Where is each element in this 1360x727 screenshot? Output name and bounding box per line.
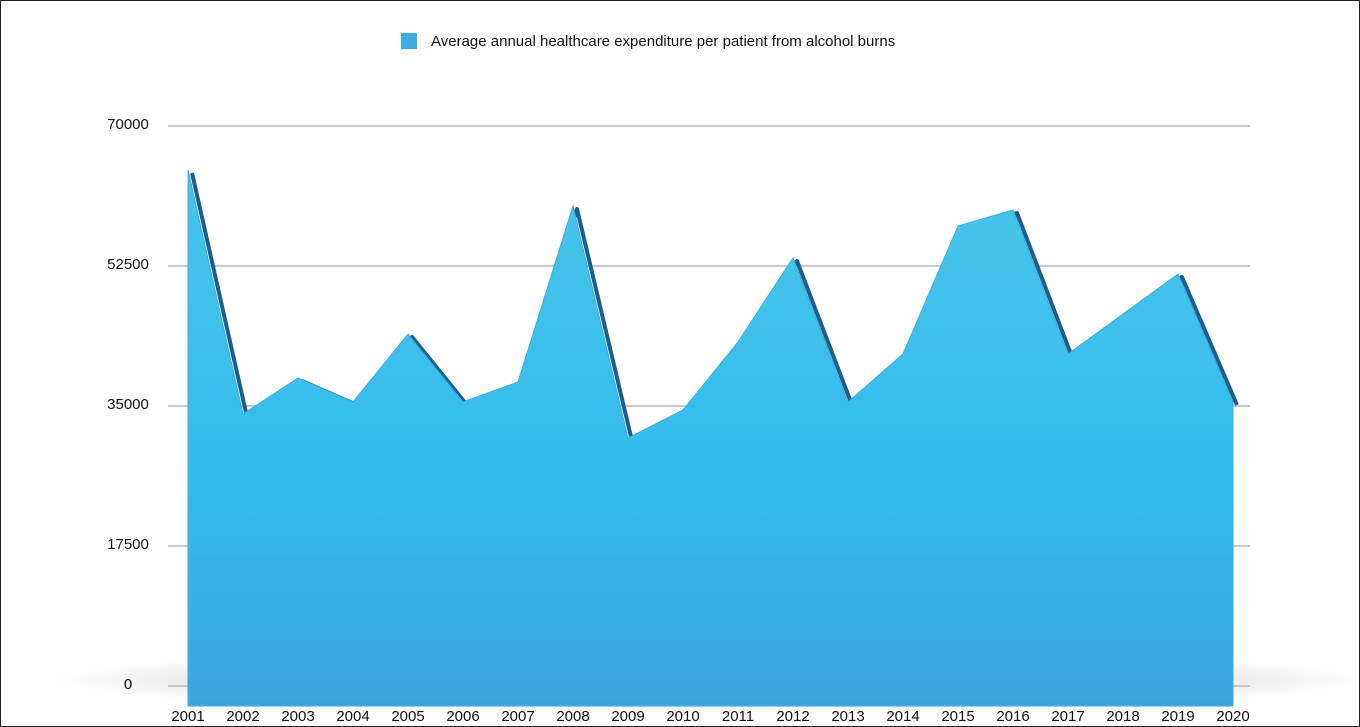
x-tick-label: 2016 — [996, 708, 1029, 725]
x-tick-label: 2001 — [171, 708, 204, 725]
x-tick-label: 2013 — [831, 708, 864, 725]
x-tick-label: 2019 — [1161, 708, 1194, 725]
x-tick-label: 2008 — [556, 708, 589, 725]
legend: Average annual healthcare expenditure pe… — [401, 33, 895, 50]
legend-swatch — [401, 33, 417, 49]
x-tick-label: 2012 — [776, 708, 809, 725]
x-tick-label: 2007 — [501, 708, 534, 725]
y-tick-label: 0 — [124, 676, 132, 693]
x-tick-label: 2009 — [611, 708, 644, 725]
y-tick-label: 52500 — [107, 256, 149, 273]
x-tick-label: 2014 — [886, 708, 919, 725]
legend-label: Average annual healthcare expenditure pe… — [431, 33, 895, 50]
x-tick-label: 2015 — [941, 708, 974, 725]
x-tick-label: 2005 — [391, 708, 424, 725]
x-tick-label: 2006 — [446, 708, 479, 725]
y-tick-label: 17500 — [107, 536, 149, 553]
y-tick-label: 70000 — [107, 116, 149, 133]
x-tick-label: 2004 — [336, 708, 369, 725]
x-tick-label: 2011 — [722, 708, 754, 725]
x-tick-label: 2010 — [666, 708, 699, 725]
x-tick-label: 2020 — [1216, 708, 1249, 725]
x-tick-label: 2018 — [1106, 708, 1139, 725]
x-tick-label: 2003 — [281, 708, 314, 725]
area — [187, 169, 1234, 707]
x-tick-label: 2017 — [1051, 708, 1084, 725]
x-tick-label: 2002 — [226, 708, 259, 725]
y-tick-label: 35000 — [107, 396, 149, 413]
